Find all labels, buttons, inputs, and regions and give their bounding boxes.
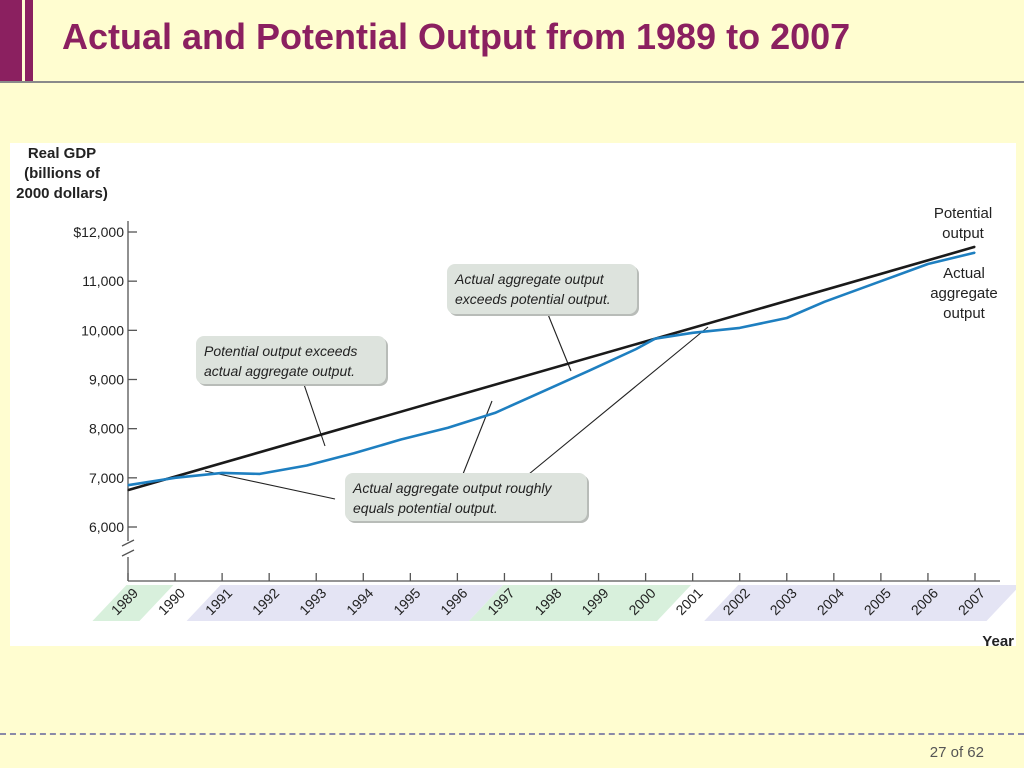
- actual-output-point: [447, 427, 449, 429]
- actual-output-point: [786, 317, 788, 319]
- y-tick-label: 8,000: [89, 421, 124, 437]
- page-indicator: 27 of 62: [929, 744, 984, 761]
- actual-output-point: [259, 473, 261, 475]
- annotation-leader: [204, 470, 336, 500]
- year-band: [186, 585, 503, 621]
- series-label-actual: aggregate: [930, 285, 998, 302]
- y-axis-title-line: Real GDP: [28, 145, 96, 162]
- y-tick-label: 10,000: [81, 322, 124, 338]
- annotation-box: [447, 264, 637, 314]
- potential-output-point: [127, 489, 129, 491]
- slide-title: Actual and Potential Output from 1989 to…: [62, 16, 851, 57]
- year-band: [139, 585, 221, 621]
- y-tick-label: 6,000: [89, 519, 124, 535]
- y-tick-label: 11,000: [82, 273, 124, 289]
- actual-output-point: [692, 332, 694, 334]
- actual-output-point: [927, 263, 929, 265]
- chart-svg: Real GDP (billions of 2000 dollars) 6,000 7,…: [16, 145, 1016, 646]
- year-band: [657, 585, 739, 621]
- annotation-actual-exceeds: Actual aggregate output exceeds potential…: [447, 264, 639, 316]
- actual-output-point: [494, 412, 496, 414]
- annotation-text: Potential output exceeds: [204, 343, 357, 359]
- annotation-text: equals potential output.: [353, 500, 498, 516]
- year-band: [468, 585, 692, 621]
- y-axis-title-line: (billions of: [24, 165, 101, 182]
- actual-output-point: [635, 348, 637, 350]
- actual-output-point: [174, 477, 176, 479]
- actual-output-point: [974, 252, 976, 254]
- title-rule: [0, 81, 1024, 83]
- annotation-leader: [544, 306, 572, 372]
- annotation-box: [196, 336, 386, 384]
- annotation-box: [345, 473, 587, 521]
- series-label-actual: output: [943, 305, 986, 322]
- actual-output-line: [127, 251, 976, 487]
- actual-output-point: [880, 280, 882, 282]
- annotation-text: actual aggregate output.: [204, 363, 355, 379]
- year-band: [704, 585, 1016, 621]
- series-label-potential: output: [942, 225, 985, 242]
- actual-output-point: [588, 370, 590, 372]
- footer-divider: [0, 733, 1024, 735]
- actual-output-point: [739, 327, 741, 329]
- y-tick-label: $12,000: [73, 224, 124, 240]
- series-label-potential: Potential: [934, 205, 992, 222]
- potential-output-line: [127, 245, 976, 492]
- annotation-leader: [528, 326, 709, 475]
- chart-panel: Real GDP (billions of 2000 dollars) 6,000 7,…: [10, 143, 1016, 646]
- actual-output-point: [353, 452, 355, 454]
- actual-output-point: [400, 438, 402, 441]
- actual-output-point: [654, 338, 656, 340]
- annotation-text: Actual aggregate output: [454, 271, 605, 287]
- annotation-text: Actual aggregate output roughly: [352, 480, 552, 496]
- year-band: [92, 585, 174, 621]
- actual-output-point: [541, 391, 543, 393]
- series-label-actual: Actual: [943, 265, 985, 282]
- actual-output-point: [306, 464, 308, 467]
- annotation-roughly-equals: Actual aggregate output roughly equals po…: [345, 473, 589, 523]
- title-accent-bar-thin: [25, 0, 33, 82]
- actual-output-point: [127, 484, 129, 486]
- title-accent-gap: [22, 0, 25, 82]
- actual-output-point: [823, 301, 826, 303]
- potential-output-point: [974, 246, 976, 248]
- y-axis-title-line: 2000 dollars): [16, 185, 108, 202]
- actual-output-point: [221, 472, 223, 474]
- y-tick-label: 9,000: [89, 372, 124, 388]
- annotation-text: exceeds potential output.: [455, 291, 611, 307]
- y-tick-label: 7,000: [89, 470, 124, 486]
- x-axis-title: Year: [982, 633, 1014, 646]
- title-accent-bar: [0, 0, 22, 82]
- axis-break-marker: [121, 539, 135, 557]
- annotation-potential-exceeds: Potential output exceeds actual aggregate…: [196, 336, 388, 386]
- annotation-leader: [462, 400, 493, 475]
